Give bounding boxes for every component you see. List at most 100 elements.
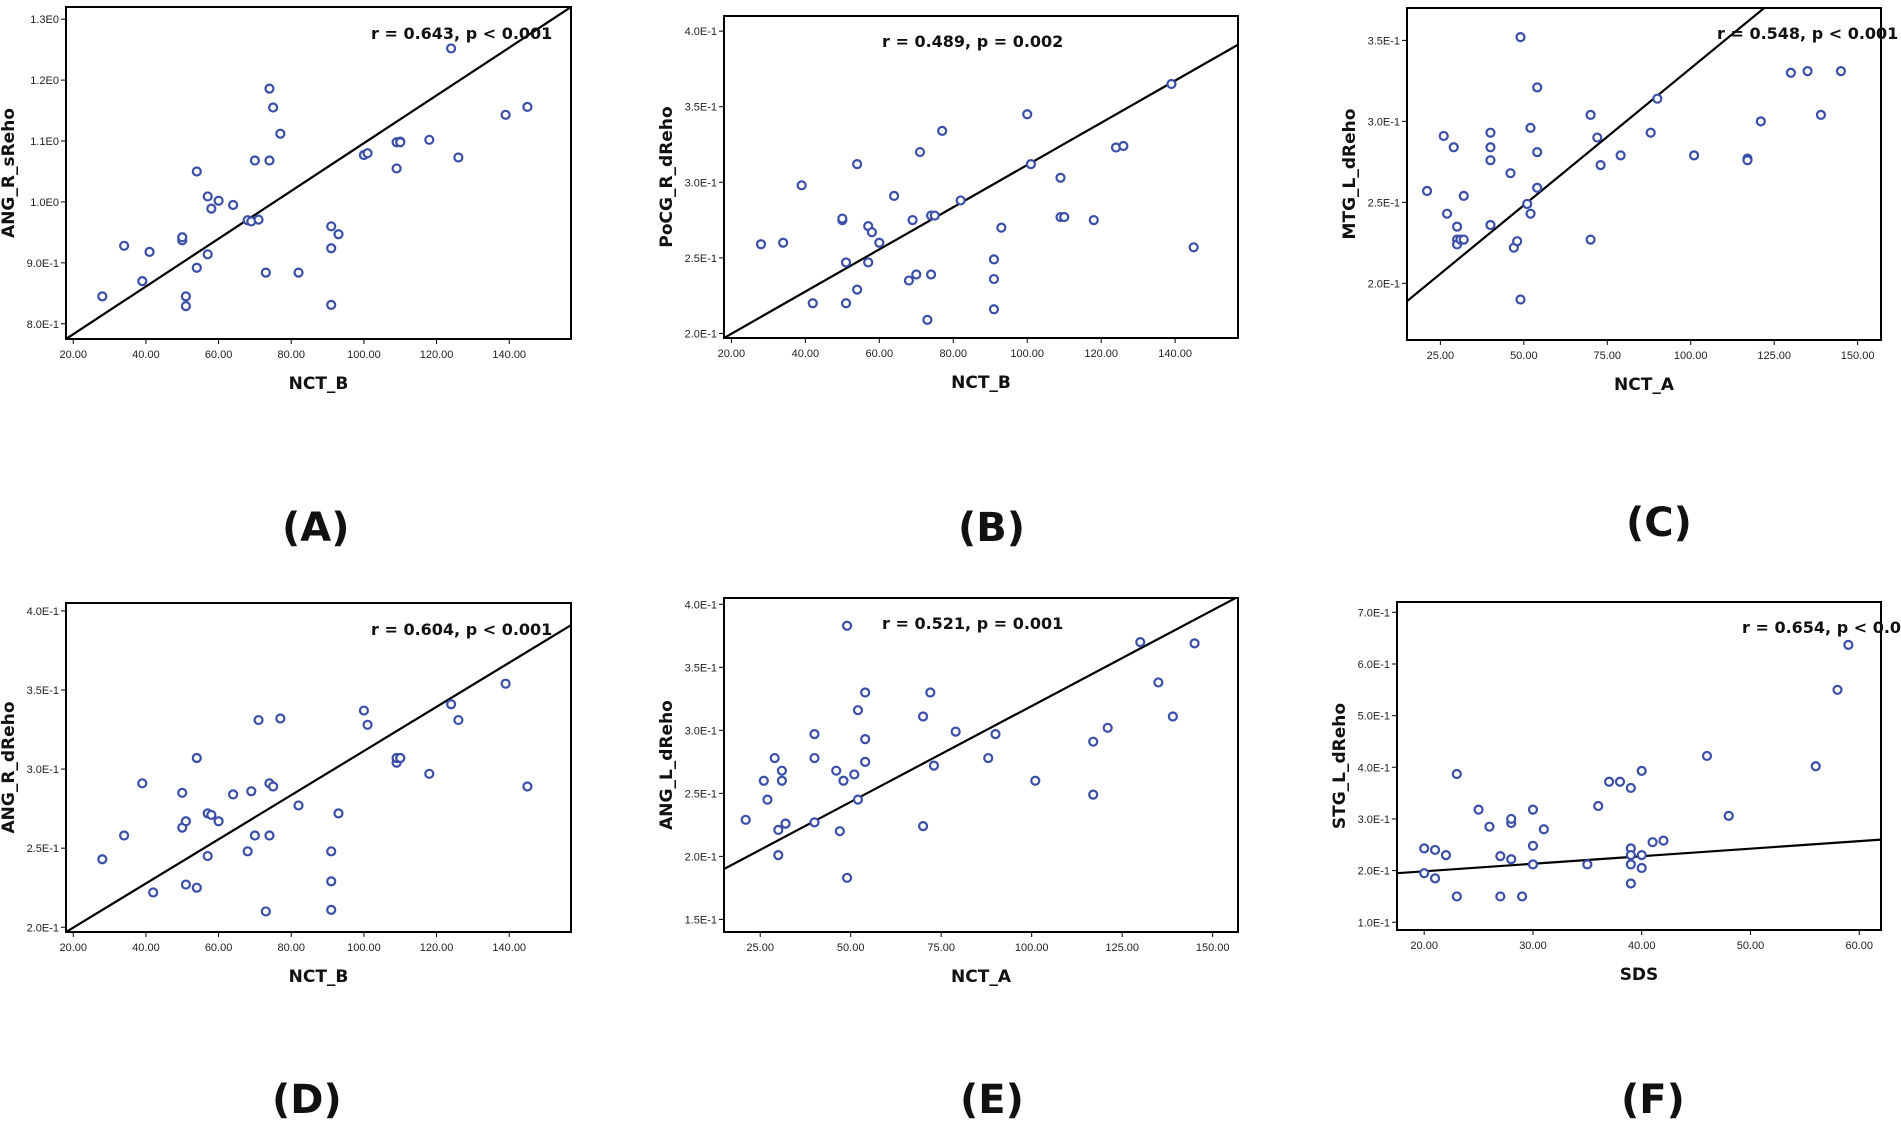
data-point (395, 137, 406, 148)
data-point (914, 146, 926, 158)
data-point (180, 301, 191, 312)
data-point (860, 756, 871, 767)
data-point (1512, 236, 1523, 247)
scatter-plot-e: 25.00 50.00 75.00 100.00 125.00 150.00 1.5E-1 2… (657, 597, 1239, 987)
data-point (249, 155, 261, 166)
data-point (1429, 844, 1441, 856)
data-point (762, 794, 773, 805)
data-point (1059, 211, 1070, 223)
panel-c: 25.00 50.00 75.00 100.00 125.00 150.00 2.0E-1 2… (1281, 0, 1901, 560)
data-point (148, 887, 159, 898)
y-tick-label: 3.5E-1 (685, 662, 717, 674)
correlation-annotation: r = 0.489, p = 0.002 (882, 32, 1063, 51)
data-point (500, 678, 511, 689)
data-point (1802, 66, 1813, 77)
x-tick-label: 120.00 (1084, 348, 1118, 360)
y-tick-label: 4.0E-1 (27, 606, 59, 618)
data-point (955, 195, 966, 206)
data-point (809, 752, 820, 764)
data-point (358, 705, 370, 716)
data-point (1495, 891, 1506, 902)
data-point (119, 240, 130, 251)
panel-label-f: (F) (1621, 1077, 1685, 1123)
panel-label-a: (A) (282, 505, 350, 551)
data-point (778, 237, 789, 248)
data-point (1022, 109, 1033, 120)
y-tick-label: 2.5E-1 (685, 253, 717, 265)
y-tick-label: 6.0E-1 (1358, 659, 1390, 671)
panel-d: 20.00 40.00 60.00 80.00 100.00 120.00 140.00 2.… (0, 587, 620, 1147)
data-point (180, 816, 191, 827)
data-point (362, 148, 373, 159)
data-point (1515, 294, 1526, 305)
y-tick-label: 2.0E-1 (1368, 278, 1400, 290)
data-point (1532, 147, 1543, 158)
data-point (780, 818, 791, 829)
y-tick-label: 3.5E-1 (1368, 35, 1400, 47)
data-point (841, 872, 853, 883)
data-point (264, 155, 275, 166)
data-point (213, 816, 224, 827)
data-point (1118, 140, 1129, 152)
panel-label-c: (C) (1626, 500, 1692, 546)
data-point (249, 830, 261, 841)
data-point (264, 83, 275, 94)
x-tick-label: 150.00 (1841, 350, 1875, 362)
data-point (1135, 637, 1146, 648)
data-point (807, 298, 818, 309)
data-point (228, 199, 239, 211)
data-point (925, 687, 936, 698)
data-point (1419, 843, 1430, 854)
panel-f: 20.00 30.00 40.00 50.00 60.00 1.0E-1 2.0E-1 3.0… (1281, 587, 1901, 1147)
data-point (1451, 768, 1462, 780)
data-point (837, 213, 848, 224)
data-point (1102, 722, 1113, 733)
data-point (333, 808, 344, 819)
data-point (1527, 840, 1539, 851)
data-point (1701, 750, 1713, 762)
data-point (1441, 208, 1453, 219)
data-point (362, 719, 373, 730)
x-tick-label: 20.00 (60, 349, 88, 361)
regression-line (724, 43, 1238, 338)
correlation-annotation: r = 0.654, p < 0.001 (1742, 618, 1901, 637)
scatter-plot-b: 20.00 40.00 60.00 80.00 100.00 120.00 140.00 2.… (657, 15, 1239, 393)
y-tick-label: 3.0E-1 (1368, 116, 1400, 128)
data-point (903, 275, 914, 286)
data-point (1025, 159, 1037, 170)
data-point (293, 800, 304, 811)
data-point (1458, 190, 1469, 201)
panel-a: 20.00 40.00 60.00 80.00 100.00 120.00 140.00 8.… (0, 0, 620, 560)
data-point (1832, 684, 1843, 695)
data-point (758, 775, 769, 786)
scatter-plot-c: 25.00 50.00 75.00 100.00 125.00 150.00 2.0E-1 2… (1340, 7, 1898, 395)
correlation-annotation: r = 0.643, p < 0.001 (371, 24, 552, 43)
data-point (740, 814, 751, 825)
data-point (840, 257, 852, 268)
data-point (1532, 82, 1543, 93)
data-point (996, 222, 1007, 233)
data-point (202, 850, 213, 862)
data-point (1810, 761, 1821, 772)
y-tick-label: 3.0E-1 (685, 177, 717, 189)
data-point (137, 778, 148, 789)
data-point (1645, 127, 1656, 138)
y-tick-label: 3.0E-1 (685, 725, 717, 737)
y-tick-label: 5.0E-1 (1358, 711, 1390, 723)
y-tick-label: 1.0E-1 (1358, 917, 1390, 929)
x-tick-label: 75.00 (927, 942, 955, 954)
data-point (922, 314, 933, 325)
x-tick-label: 140.00 (492, 349, 526, 361)
data-point (326, 299, 337, 310)
data-point (1485, 219, 1496, 231)
data-point (446, 43, 457, 54)
data-point (202, 191, 213, 202)
y-axis-title: ANG_L_dReho (657, 700, 677, 830)
data-point (191, 752, 202, 764)
x-tick-label: 40.00 (1628, 940, 1656, 952)
x-tick-label: 40.00 (132, 942, 160, 954)
data-point (874, 237, 885, 248)
x-tick-label: 100.00 (347, 942, 381, 954)
data-point (1485, 127, 1496, 138)
y-tick-label: 3.0E-1 (1358, 814, 1390, 826)
